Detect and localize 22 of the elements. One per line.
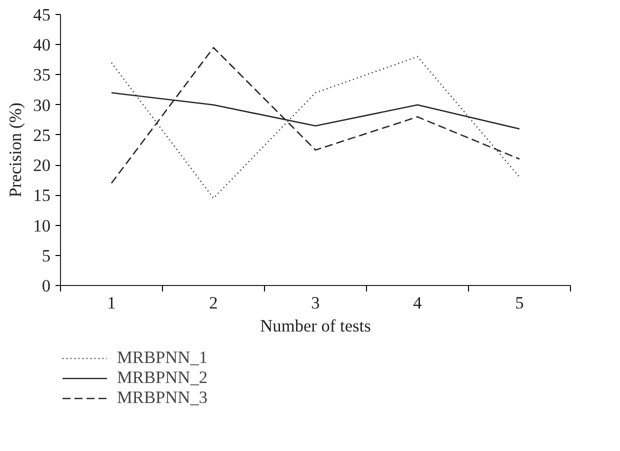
y-tick-label: 30 (33, 96, 50, 115)
y-tick-label: 20 (33, 156, 50, 176)
x-tick-label: 2 (209, 294, 218, 312)
y-tick-label: 10 (33, 216, 50, 236)
x-axis-title: Number of tests (260, 316, 372, 336)
legend-label: MRBPNN_2 (117, 368, 208, 388)
y-tick-label: 35 (33, 66, 50, 85)
x-tick-label: 3 (311, 294, 320, 312)
x-tick-label: 5 (515, 294, 524, 312)
legend-label: MRBPNN_3 (117, 388, 208, 408)
y-tick-label: 0 (42, 276, 51, 296)
x-tick-label: 4 (413, 294, 422, 312)
line-series (110, 56, 520, 199)
legend-label: MRBPNN_1 (117, 348, 208, 368)
y-tick-label: 40 (33, 36, 50, 55)
y-tick-label: 15 (33, 186, 50, 206)
x-tick-label: 1 (107, 294, 116, 312)
line-series (110, 46, 520, 184)
y-axis-title: Precision (%) (6, 102, 26, 198)
y-tick-label: 45 (33, 6, 50, 24)
y-tick-label: 5 (42, 246, 51, 266)
y-tick-label: 25 (33, 126, 50, 145)
